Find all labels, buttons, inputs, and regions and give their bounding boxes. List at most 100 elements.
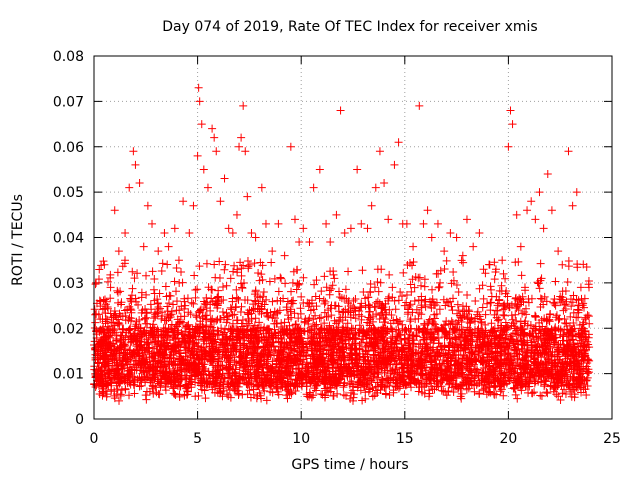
data-point-dense [187, 298, 196, 307]
data-point [179, 197, 188, 206]
grid-lines [94, 56, 612, 419]
data-point-dense [263, 340, 272, 349]
data-point-dense [520, 307, 529, 316]
data-point [251, 233, 260, 242]
data-point-dense [506, 365, 515, 374]
data-point-dense [229, 267, 238, 276]
data-point [220, 174, 229, 183]
data-point [572, 188, 581, 197]
data-point-dense [399, 268, 408, 277]
data-point-dense [202, 311, 211, 320]
data-point [125, 183, 134, 192]
data-point-dense [351, 306, 360, 315]
data-point-dense [373, 297, 382, 306]
data-point [535, 188, 544, 197]
data-point-dense [230, 310, 239, 319]
x-tick-label: 15 [396, 431, 414, 447]
data-point-dense [449, 268, 458, 277]
data-point-dense [218, 378, 227, 387]
data-point-dense [582, 391, 591, 400]
data-point [564, 147, 573, 156]
data-point [481, 310, 490, 319]
data-point-dense [551, 277, 560, 286]
x-tick-label: 0 [90, 431, 99, 447]
data-point [427, 233, 436, 242]
data-point-dense [274, 287, 283, 296]
data-point-dense [499, 269, 508, 278]
data-point [409, 242, 418, 251]
data-point-dense [582, 263, 591, 272]
data-point-dense [268, 337, 277, 346]
data-point-dense [517, 386, 526, 395]
data-point-dense [533, 278, 542, 287]
data-point-dense [438, 376, 447, 385]
data-point-dense [175, 279, 184, 288]
data-point-dense [110, 307, 119, 316]
data-point [332, 210, 341, 219]
data-point-dense [234, 295, 243, 304]
data-point-dense [125, 391, 134, 400]
data-point [197, 120, 206, 129]
data-point-dense [407, 287, 416, 296]
data-point-dense [374, 287, 383, 296]
data-point [194, 83, 203, 92]
data-point-dense [584, 340, 593, 349]
data-point-dense [535, 318, 544, 327]
data-point-dense [421, 302, 430, 311]
data-point-dense [133, 375, 142, 384]
data-point-dense [372, 310, 381, 319]
data-point-dense [453, 300, 462, 309]
data-point [274, 219, 283, 228]
y-tick-label: 0.06 [53, 140, 84, 156]
data-point-dense [505, 303, 514, 312]
data-point [340, 228, 349, 237]
data-point-dense [122, 328, 131, 337]
data-point [311, 292, 320, 301]
data-point [531, 215, 540, 224]
data-point [539, 224, 548, 233]
data-point-dense [371, 350, 380, 359]
data-point-dense [543, 389, 552, 398]
data-point [554, 247, 563, 256]
data-point [390, 160, 399, 169]
data-point-dense [191, 286, 200, 295]
data-point-dense [171, 390, 180, 399]
data-point [367, 201, 376, 210]
data-point-dense [172, 263, 181, 272]
data-point [585, 319, 594, 328]
data-point-dense [391, 305, 400, 314]
data-point [458, 251, 467, 260]
data-point-dense [190, 271, 199, 280]
data-point-dense [125, 360, 134, 369]
data-point-dense [220, 313, 229, 322]
data-point-dense [320, 299, 329, 308]
data-point-dense [479, 294, 488, 303]
chart-title: Day 074 of 2019, Rate Of TEC Index for r… [162, 19, 538, 35]
data-point [170, 224, 179, 233]
data-point-dense [149, 285, 158, 294]
data-point-dense [169, 300, 178, 309]
data-point [226, 274, 235, 283]
data-point-dense [427, 360, 436, 369]
data-point-dense [473, 307, 482, 316]
data-point-dense [142, 290, 151, 299]
data-point-dense [499, 391, 508, 400]
data-point [193, 151, 202, 160]
data-point-dense [466, 318, 475, 327]
data-point [224, 224, 233, 233]
y-tick-label: 0.01 [53, 367, 84, 383]
data-point-dense [290, 309, 299, 318]
data-point-dense [500, 311, 509, 320]
data-point-dense [518, 309, 527, 318]
data-point-dense [516, 317, 525, 326]
data-point-dense [214, 286, 223, 295]
data-point-dense [297, 292, 306, 301]
y-tick-label: 0 [75, 412, 84, 428]
data-point-dense [483, 299, 492, 308]
data-point-dense [228, 311, 237, 320]
data-point [148, 219, 157, 228]
data-point [415, 101, 424, 110]
data-point-dense [218, 307, 227, 316]
data-point-dense [435, 282, 444, 291]
x-tick-label: 10 [292, 431, 310, 447]
